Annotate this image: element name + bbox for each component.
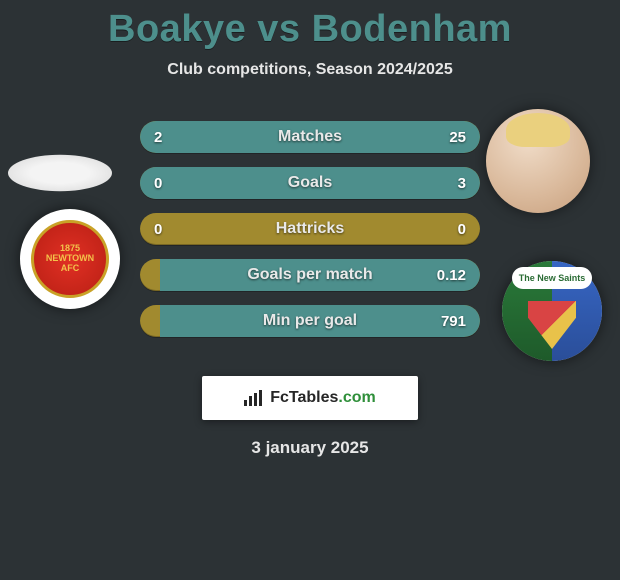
stat-value-right: 25 <box>449 129 466 146</box>
stat-label: Hattricks <box>140 220 480 238</box>
stat-row: 0Goals3 <box>140 167 480 199</box>
page-title: Boakye vs Bodenham <box>0 0 620 51</box>
stat-value-right: 0 <box>458 221 466 238</box>
stat-row: Goals per match0.12 <box>140 259 480 291</box>
stat-bars: 2Matches250Goals30Hattricks0Goals per ma… <box>140 121 480 337</box>
club-crest-left: 1875NEWTOWNAFC <box>20 209 120 309</box>
chart-icon <box>244 390 264 406</box>
subtitle: Club competitions, Season 2024/2025 <box>0 61 620 79</box>
brand-text: FcTables.com <box>270 389 376 407</box>
stat-label: Matches <box>140 128 480 146</box>
club-crest-right-label: The New Saints <box>512 267 592 289</box>
comparison-stage: 1875NEWTOWNAFC The New Saints 2Matches25… <box>0 109 620 354</box>
stat-label: Min per goal <box>140 312 480 330</box>
stat-row: 2Matches25 <box>140 121 480 153</box>
club-crest-right: The New Saints <box>502 261 602 361</box>
stat-row: 0Hattricks0 <box>140 213 480 245</box>
stat-label: Goals <box>140 174 480 192</box>
stat-value-right: 791 <box>441 313 466 330</box>
date-label: 3 january 2025 <box>0 438 620 458</box>
stat-label: Goals per match <box>140 266 480 284</box>
stat-value-right: 3 <box>458 175 466 192</box>
player-avatar-left <box>8 155 112 191</box>
stat-row: Min per goal791 <box>140 305 480 337</box>
stat-value-right: 0.12 <box>437 267 466 284</box>
brand-logo: FcTables.com <box>202 376 418 420</box>
club-crest-left-label: 1875NEWTOWNAFC <box>31 220 109 298</box>
player-avatar-right <box>486 109 590 213</box>
